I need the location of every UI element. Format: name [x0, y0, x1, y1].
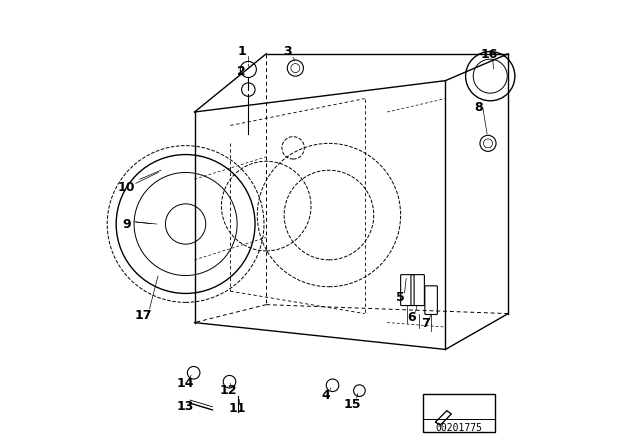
Text: 16: 16: [481, 48, 498, 61]
Text: 15: 15: [344, 397, 361, 411]
Bar: [423, 394, 495, 432]
Text: 10: 10: [118, 181, 135, 194]
Polygon shape: [436, 411, 451, 425]
Text: 7: 7: [421, 317, 429, 330]
Text: 12: 12: [220, 384, 237, 397]
Text: 1: 1: [237, 45, 246, 58]
Polygon shape: [436, 411, 451, 425]
Text: 17: 17: [134, 309, 152, 323]
Text: 9: 9: [122, 217, 131, 231]
Text: 11: 11: [228, 402, 246, 415]
Text: 5: 5: [396, 291, 405, 305]
Text: 2: 2: [237, 65, 246, 78]
Text: 13: 13: [177, 400, 195, 414]
Text: 6: 6: [407, 310, 416, 324]
Text: 00201775: 00201775: [435, 423, 483, 433]
Text: 4: 4: [321, 388, 330, 402]
Text: 8: 8: [475, 101, 483, 114]
Text: 14: 14: [177, 376, 195, 390]
Text: 3: 3: [284, 45, 292, 58]
